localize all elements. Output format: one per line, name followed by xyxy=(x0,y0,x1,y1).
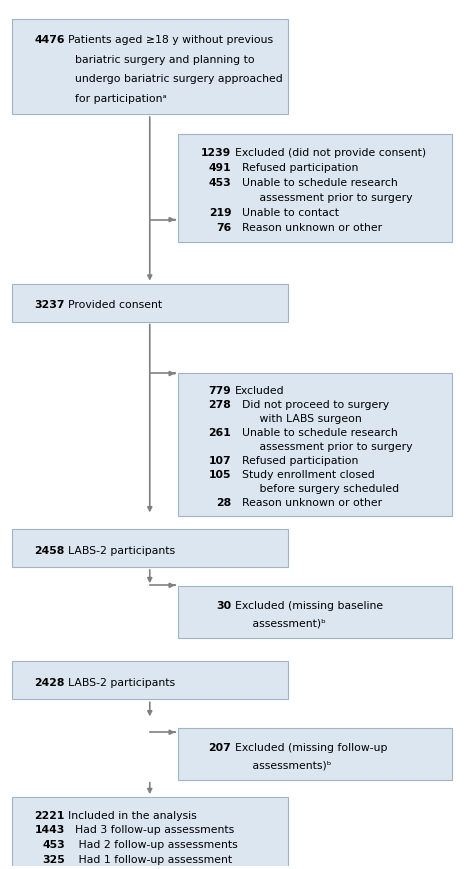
Text: Excluded (missing baseline: Excluded (missing baseline xyxy=(235,600,383,610)
Text: Unable to schedule research: Unable to schedule research xyxy=(235,177,397,188)
Text: before surgery scheduled: before surgery scheduled xyxy=(235,483,399,494)
Text: LABS-2 participants: LABS-2 participants xyxy=(68,545,175,555)
Text: Excluded (missing follow-up: Excluded (missing follow-up xyxy=(235,742,387,752)
Text: 491: 491 xyxy=(209,163,231,172)
Text: Reason unknown or other: Reason unknown or other xyxy=(235,223,382,233)
Text: 779: 779 xyxy=(209,386,231,396)
FancyBboxPatch shape xyxy=(12,20,288,115)
FancyBboxPatch shape xyxy=(12,661,288,700)
Text: LABS-2 participants: LABS-2 participants xyxy=(68,677,175,687)
Text: 4476: 4476 xyxy=(34,35,65,45)
Text: Excluded: Excluded xyxy=(235,386,284,396)
Text: Had 2 follow-up assessments: Had 2 follow-up assessments xyxy=(68,839,238,849)
Text: Unable to contact: Unable to contact xyxy=(235,208,338,218)
Text: Excluded (did not provide consent): Excluded (did not provide consent) xyxy=(235,148,426,157)
FancyBboxPatch shape xyxy=(179,728,452,779)
Text: 2428: 2428 xyxy=(35,677,65,687)
Text: 105: 105 xyxy=(209,469,231,480)
FancyBboxPatch shape xyxy=(179,135,452,242)
FancyBboxPatch shape xyxy=(12,797,288,869)
FancyBboxPatch shape xyxy=(179,587,452,638)
Text: bariatric surgery and planning to: bariatric surgery and planning to xyxy=(68,55,255,64)
FancyBboxPatch shape xyxy=(12,284,288,322)
Text: 207: 207 xyxy=(209,742,231,752)
FancyBboxPatch shape xyxy=(12,529,288,567)
Text: Patients aged ≥18 y without previous: Patients aged ≥18 y without previous xyxy=(68,35,273,45)
Text: Refused participation: Refused participation xyxy=(235,455,358,466)
Text: 278: 278 xyxy=(209,400,231,410)
FancyBboxPatch shape xyxy=(179,374,452,516)
Text: 453: 453 xyxy=(42,839,65,849)
Text: 453: 453 xyxy=(209,177,231,188)
Text: 107: 107 xyxy=(209,455,231,466)
Text: for participationᵃ: for participationᵃ xyxy=(68,93,167,103)
Text: Reason unknown or other: Reason unknown or other xyxy=(235,497,382,507)
Text: assessments)ᵇ: assessments)ᵇ xyxy=(235,760,331,769)
Text: Included in the analysis: Included in the analysis xyxy=(68,810,197,819)
Text: Refused participation: Refused participation xyxy=(235,163,358,172)
Text: Unable to schedule research: Unable to schedule research xyxy=(235,428,397,438)
Text: Had 3 follow-up assessments: Had 3 follow-up assessments xyxy=(68,825,234,834)
Text: Had 1 follow-up assessment: Had 1 follow-up assessment xyxy=(68,854,232,864)
Text: 28: 28 xyxy=(216,497,231,507)
Text: 2458: 2458 xyxy=(35,545,65,555)
Text: 325: 325 xyxy=(42,854,65,864)
Text: 3237: 3237 xyxy=(34,300,65,310)
Text: 1239: 1239 xyxy=(201,148,231,157)
Text: 2221: 2221 xyxy=(35,810,65,819)
Text: assessment prior to surgery: assessment prior to surgery xyxy=(235,441,412,452)
Text: Did not proceed to surgery: Did not proceed to surgery xyxy=(235,400,389,410)
Text: 219: 219 xyxy=(209,208,231,218)
Text: 261: 261 xyxy=(209,428,231,438)
Text: 76: 76 xyxy=(216,223,231,233)
Text: 1443: 1443 xyxy=(35,825,65,834)
Text: undergo bariatric surgery approached: undergo bariatric surgery approached xyxy=(68,74,283,84)
Text: Study enrollment closed: Study enrollment closed xyxy=(235,469,374,480)
Text: assessment)ᵇ: assessment)ᵇ xyxy=(235,618,325,627)
Text: with LABS surgeon: with LABS surgeon xyxy=(235,414,361,424)
Text: Provided consent: Provided consent xyxy=(68,300,162,310)
Text: 30: 30 xyxy=(216,600,231,610)
Text: assessment prior to surgery: assessment prior to surgery xyxy=(235,193,412,202)
